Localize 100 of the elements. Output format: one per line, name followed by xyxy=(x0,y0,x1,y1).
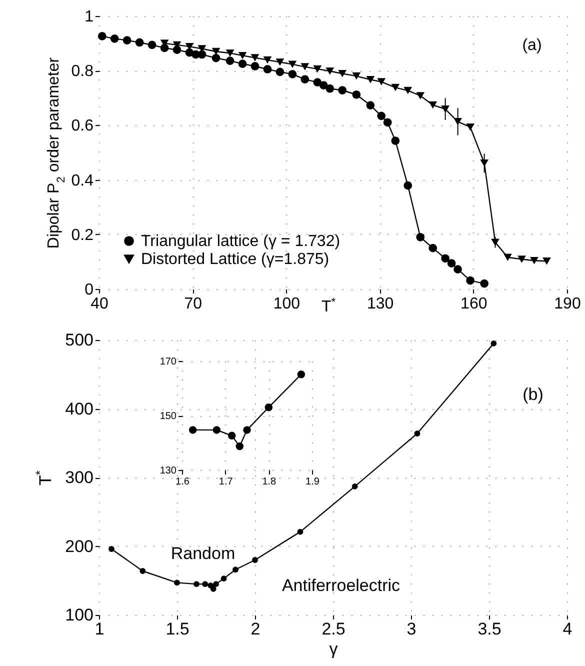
point xyxy=(491,238,500,246)
point xyxy=(454,118,462,126)
point xyxy=(352,483,358,490)
point xyxy=(480,279,489,288)
point xyxy=(352,72,361,80)
point xyxy=(466,123,474,131)
point xyxy=(250,62,260,70)
y-tick-label: 150 xyxy=(160,411,177,422)
x-axis-title: γ xyxy=(329,640,338,658)
y-tick-label: 300 xyxy=(65,468,94,487)
x-tick-label: 4 xyxy=(562,620,572,638)
point xyxy=(490,340,497,346)
point xyxy=(202,581,208,588)
point xyxy=(232,566,238,573)
point xyxy=(297,528,304,535)
point xyxy=(140,568,146,574)
point xyxy=(228,432,236,440)
y-tick-label: 0.2 xyxy=(71,226,94,244)
point xyxy=(504,254,512,261)
point xyxy=(276,58,284,66)
point xyxy=(480,160,489,167)
point xyxy=(198,50,206,59)
annotation: Antiferroelectric xyxy=(282,576,401,595)
point xyxy=(366,101,375,110)
point xyxy=(441,254,450,263)
point xyxy=(226,50,234,57)
point xyxy=(391,84,400,92)
point xyxy=(414,430,420,436)
y-tick-label: 500 xyxy=(65,330,94,350)
annotation: (a) xyxy=(522,37,542,54)
point xyxy=(454,265,462,274)
x-tick-label: 130 xyxy=(366,296,394,312)
point xyxy=(252,557,258,563)
y-tick-label: 130 xyxy=(160,466,177,476)
point xyxy=(447,259,456,268)
point xyxy=(416,232,425,242)
point xyxy=(518,256,526,263)
y-tick-label: 0.4 xyxy=(71,172,94,190)
point xyxy=(404,86,412,94)
point xyxy=(108,546,114,552)
point xyxy=(377,78,386,86)
legend-label: Distorted Lattice (γ=1.875) xyxy=(141,251,330,268)
point xyxy=(319,81,328,90)
x-tick-label: 1.7 xyxy=(218,476,234,488)
x-tick-label: 1.5 xyxy=(166,620,190,638)
point xyxy=(377,112,386,120)
x-tick-label: 3.5 xyxy=(478,620,502,638)
point xyxy=(213,581,219,588)
x-tick-label: 190 xyxy=(554,296,581,312)
y-tick-label: 100 xyxy=(65,606,94,624)
annotation: Random xyxy=(170,544,236,563)
x-tick-label: 1.6 xyxy=(176,476,190,488)
legend-label: Triangular lattice (γ = 1.732) xyxy=(141,233,340,250)
point xyxy=(238,52,247,60)
point xyxy=(441,105,450,113)
point xyxy=(288,70,297,78)
point xyxy=(276,68,284,76)
x-tick-label: 3 xyxy=(406,620,416,638)
point xyxy=(135,38,144,47)
point xyxy=(212,426,221,434)
x-tick-label: 70 xyxy=(184,296,202,312)
y-tick-label: 0.6 xyxy=(71,118,94,135)
point xyxy=(174,580,180,586)
point xyxy=(122,36,132,44)
point xyxy=(542,258,551,265)
point xyxy=(188,426,197,434)
point xyxy=(210,586,216,592)
y-tick-label: 170 xyxy=(160,356,177,368)
point xyxy=(404,181,412,190)
point xyxy=(243,426,251,434)
point xyxy=(530,256,538,264)
point xyxy=(288,60,297,68)
point xyxy=(326,84,334,93)
y-tick-label: 1 xyxy=(84,8,94,26)
x-tick-label: 160 xyxy=(460,296,488,312)
x-tick-label: 2 xyxy=(250,620,260,638)
point xyxy=(300,63,310,70)
point xyxy=(338,70,347,78)
x-tick-label: 1.9 xyxy=(306,476,320,488)
y-tick-label: 400 xyxy=(65,399,94,418)
point xyxy=(366,76,375,84)
x-tick-label: 40 xyxy=(90,296,108,312)
point xyxy=(416,92,425,100)
point xyxy=(98,32,106,40)
point xyxy=(250,54,260,62)
point xyxy=(263,56,272,64)
point xyxy=(428,244,438,252)
point xyxy=(297,370,306,378)
x-tick-label: 1.8 xyxy=(262,476,277,488)
point xyxy=(352,90,361,99)
point xyxy=(220,576,227,582)
point xyxy=(110,34,119,43)
point xyxy=(326,68,334,75)
point xyxy=(466,276,474,285)
x-axis-title: T$^{*}$ xyxy=(321,296,336,316)
point xyxy=(226,56,234,65)
y-tick-label: 0 xyxy=(84,282,94,298)
point xyxy=(313,78,322,87)
annotation: (b) xyxy=(522,385,544,404)
point xyxy=(338,86,347,94)
